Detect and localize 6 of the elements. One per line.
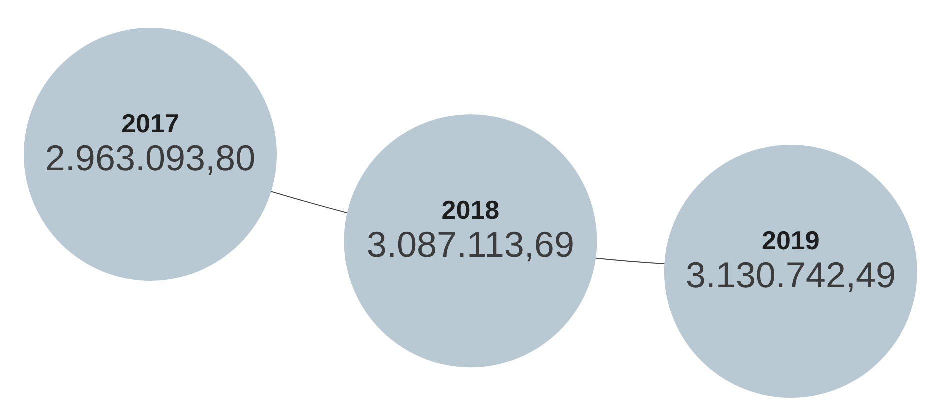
data-label: 3.087.113,69 bbox=[366, 224, 574, 266]
data-label: 2.963.093,80 bbox=[45, 138, 256, 178]
category-label: 2017 bbox=[122, 108, 180, 138]
category-label: 2018 bbox=[442, 195, 500, 226]
category-label: 2019 bbox=[762, 226, 820, 256]
data-label: 3.130.742,49 bbox=[686, 254, 896, 296]
